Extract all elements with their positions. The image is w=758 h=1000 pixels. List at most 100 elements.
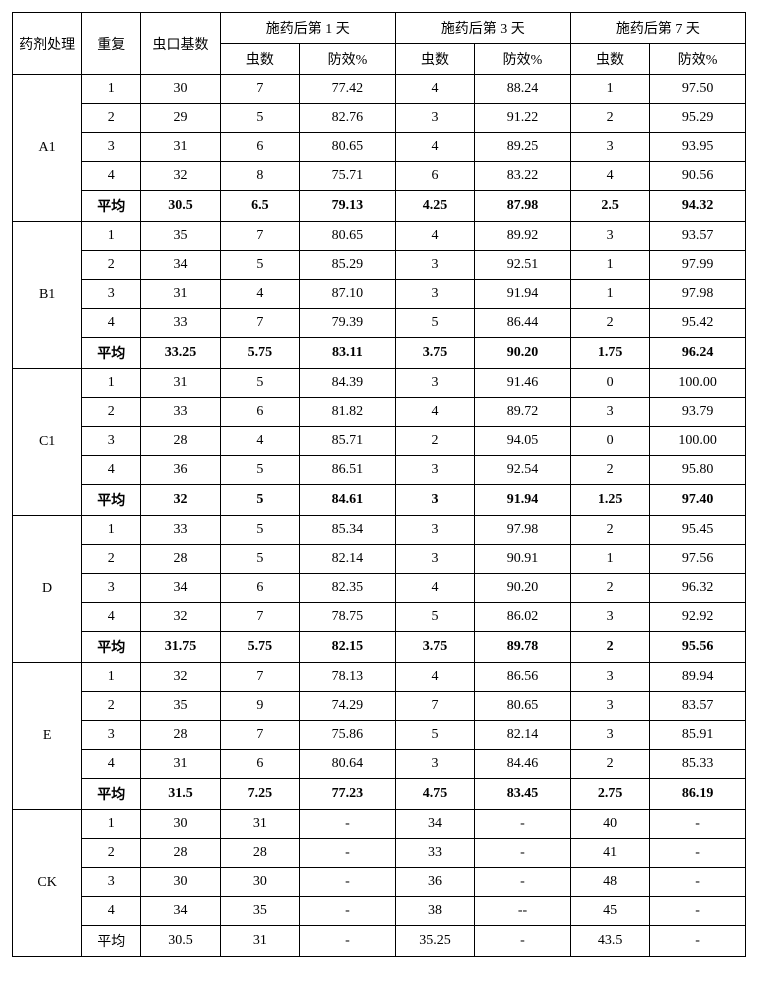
d3-count-cell: 3 — [395, 369, 474, 398]
header-count: 虫数 — [220, 44, 299, 75]
base-cell: 31 — [141, 369, 220, 398]
d3-eff-cell: - — [475, 868, 571, 897]
base-cell: 31 — [141, 750, 220, 779]
d1-count-cell: 4 — [220, 280, 299, 309]
d7-eff-cell: 100.00 — [650, 369, 746, 398]
d7-count-cell: 40 — [570, 810, 649, 839]
rep-cell: 3 — [82, 721, 141, 750]
d1-eff-cell: 82.76 — [300, 104, 396, 133]
rep-cell: 3 — [82, 868, 141, 897]
rep-cell: 3 — [82, 133, 141, 162]
d7-eff-cell: 97.40 — [650, 485, 746, 516]
d1-count-cell: 31 — [220, 810, 299, 839]
d3-eff-cell: 94.05 — [475, 427, 571, 456]
base-cell: 32 — [141, 663, 220, 692]
d7-eff-cell: 95.29 — [650, 104, 746, 133]
d3-eff-cell: 83.22 — [475, 162, 571, 191]
d7-eff-cell: - — [650, 926, 746, 957]
d7-count-cell: 1.25 — [570, 485, 649, 516]
d3-count-cell: 5 — [395, 309, 474, 338]
d3-count-cell: 4.25 — [395, 191, 474, 222]
d1-eff-cell: 82.14 — [300, 545, 396, 574]
d1-eff-cell: 82.15 — [300, 632, 396, 663]
d7-count-cell: 1 — [570, 545, 649, 574]
d1-eff-cell: 81.82 — [300, 398, 396, 427]
d1-count-cell: 5 — [220, 456, 299, 485]
d1-eff-cell: 84.61 — [300, 485, 396, 516]
d3-eff-cell: 91.94 — [475, 280, 571, 309]
d3-count-cell: 2 — [395, 427, 474, 456]
d3-count-cell: 38 — [395, 897, 474, 926]
header-treatment: 药剂处理 — [13, 13, 82, 75]
table-row: 229582.76391.22295.29 — [13, 104, 746, 133]
d3-eff-cell: - — [475, 926, 571, 957]
table-row: D133585.34397.98295.45 — [13, 516, 746, 545]
rep-cell: 2 — [82, 251, 141, 280]
d3-eff-cell: 90.20 — [475, 338, 571, 369]
d1-count-cell: 5 — [220, 485, 299, 516]
d7-count-cell: 3 — [570, 603, 649, 632]
d7-eff-cell: 95.45 — [650, 516, 746, 545]
table-row: CK13031-34-40- — [13, 810, 746, 839]
base-cell: 28 — [141, 427, 220, 456]
header-count: 虫数 — [570, 44, 649, 75]
d3-eff-cell: 90.91 — [475, 545, 571, 574]
rep-cell: 平均 — [82, 926, 141, 957]
d7-count-cell: 0 — [570, 427, 649, 456]
d7-eff-cell: 89.94 — [650, 663, 746, 692]
rep-cell: 4 — [82, 897, 141, 926]
d3-eff-cell: 91.94 — [475, 485, 571, 516]
table-row: 平均33.255.7583.113.7590.201.7596.24 — [13, 338, 746, 369]
d1-eff-cell: 85.34 — [300, 516, 396, 545]
rep-cell: 平均 — [82, 191, 141, 222]
d1-count-cell: 6 — [220, 574, 299, 603]
base-cell: 35 — [141, 692, 220, 721]
d3-count-cell: 34 — [395, 810, 474, 839]
d7-count-cell: 3 — [570, 133, 649, 162]
d7-count-cell: 3 — [570, 663, 649, 692]
rep-cell: 平均 — [82, 632, 141, 663]
d3-eff-cell: 91.22 — [475, 104, 571, 133]
d1-count-cell: 35 — [220, 897, 299, 926]
table-row: A1130777.42488.24197.50 — [13, 75, 746, 104]
d7-count-cell: 1 — [570, 251, 649, 280]
table-row: 33030-36-48- — [13, 868, 746, 897]
d1-eff-cell: 86.51 — [300, 456, 396, 485]
d7-eff-cell: 93.57 — [650, 222, 746, 251]
rep-cell: 1 — [82, 75, 141, 104]
d7-count-cell: 2.75 — [570, 779, 649, 810]
d1-count-cell: 5 — [220, 516, 299, 545]
table-row: 平均31.755.7582.153.7589.78295.56 — [13, 632, 746, 663]
d7-count-cell: 2 — [570, 456, 649, 485]
d3-eff-cell: 89.25 — [475, 133, 571, 162]
rep-cell: 2 — [82, 104, 141, 133]
base-cell: 28 — [141, 545, 220, 574]
d7-count-cell: 2 — [570, 750, 649, 779]
d7-count-cell: 2 — [570, 309, 649, 338]
d1-count-cell: 6 — [220, 398, 299, 427]
d1-eff-cell: 80.65 — [300, 222, 396, 251]
d7-count-cell: 45 — [570, 897, 649, 926]
d7-eff-cell: 97.50 — [650, 75, 746, 104]
header-day3: 施药后第 3 天 — [395, 13, 570, 44]
d1-eff-cell: 77.23 — [300, 779, 396, 810]
d7-count-cell: 2 — [570, 104, 649, 133]
d7-count-cell: 43.5 — [570, 926, 649, 957]
treatment-cell: A1 — [13, 75, 82, 222]
header-efficacy: 防效% — [300, 44, 396, 75]
d1-eff-cell: 80.64 — [300, 750, 396, 779]
d1-eff-cell: 79.39 — [300, 309, 396, 338]
d1-count-cell: 6 — [220, 750, 299, 779]
rep-cell: 4 — [82, 162, 141, 191]
d7-count-cell: 41 — [570, 839, 649, 868]
table-row: 432875.71683.22490.56 — [13, 162, 746, 191]
treatment-cell: C1 — [13, 369, 82, 516]
d3-eff-cell: 90.20 — [475, 574, 571, 603]
rep-cell: 平均 — [82, 485, 141, 516]
d3-eff-cell: 86.56 — [475, 663, 571, 692]
d7-eff-cell: 96.24 — [650, 338, 746, 369]
d7-count-cell: 2 — [570, 574, 649, 603]
table-row: 平均32584.61391.941.2597.40 — [13, 485, 746, 516]
d3-eff-cell: 97.98 — [475, 516, 571, 545]
d7-eff-cell: - — [650, 897, 746, 926]
